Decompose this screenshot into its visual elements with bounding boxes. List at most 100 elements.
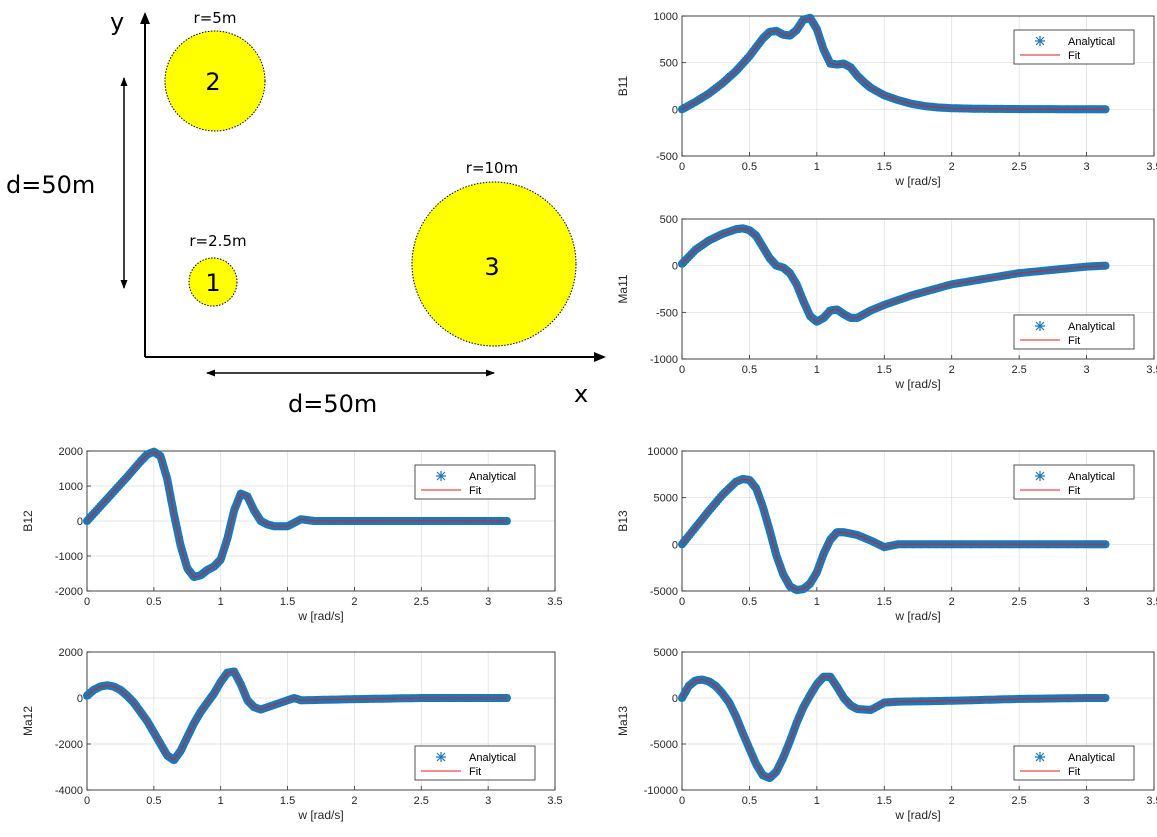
b12-legend-fit: Fit [469,485,481,497]
b11-legend-fit: Fit [1068,50,1080,62]
b13-ylabel: B13 [616,510,630,532]
ma11-axes-frame [681,218,1155,360]
body-1-number: 1 [205,269,220,297]
b11-axes-frame [681,15,1155,157]
ma12-xlabel: w [rad/s] [297,808,343,822]
b11-legend-box [1013,29,1135,65]
ma12-xtick-label: 0 [84,795,90,807]
body-3-radius-label: r=10m [466,159,518,177]
body-2-radius-label: r=5m [194,9,237,27]
ma11-ylabel: Ma11 [616,274,630,303]
ma13-legend-fit: Fit [1068,766,1080,778]
ma11-ytick-label: -1000 [650,354,678,366]
ma12-legend: Analytical Fit [414,745,536,781]
ma12-xtick-label: 0.5 [146,795,161,807]
ma11-xtick-label: 2.5 [1011,364,1026,376]
ma13-legend-analytical: Analytical [1068,752,1115,764]
b12-legend-box [414,464,536,500]
b13-xtick-label: 2 [949,596,955,608]
b13-ytick-label: 5000 [654,493,678,505]
ma11-xlabel: w [rad/s] [894,377,940,391]
ma12-legend-fit: Fit [469,766,481,778]
ma12-xtick-label: 3.5 [547,795,562,807]
b11-xtick-label: 2 [949,161,955,173]
ma12-axes-frame [86,651,556,791]
b12-xtick-label: 3.5 [547,596,562,608]
b12-ytick-label: 2000 [59,446,83,458]
ma13-legend: Analytical Fit [1013,745,1135,781]
b12-ylabel: B12 [21,510,35,532]
b13-legend-star-icon [1035,471,1045,481]
horizontal-distance-label: d=50m [288,390,377,418]
plot-ma13: 0 0.5 1 1.5 2 2.5 3 3.5 -10000 -5000 0 5000 w [rad/s… [616,647,1157,822]
ma11-ytick-label: 500 [660,214,678,226]
ma13-ytick-label: -10000 [644,785,678,797]
ma13-ylabel: Ma13 [616,706,630,736]
vertical-distance-label: d=50m [6,171,95,199]
b11-ytick-label: 500 [660,58,678,70]
ma12-legend-analytical: Analytical [469,752,516,764]
b11-xtick-label: 2.5 [1011,161,1026,173]
ma13-xtick-label: 3 [1084,795,1090,807]
b13-axes-frame [681,450,1155,592]
b11-xtick-label: 0.5 [742,161,757,173]
b13-legend: Analytical Fit [1013,464,1135,500]
b13-fit-series [681,478,1106,591]
x-axis-label: x [574,380,588,408]
ma13-legend-box [1013,745,1135,781]
body-2: 2 r=5m [164,9,266,132]
b11-fit-series [681,17,1106,110]
ma13-ytick-label: -5000 [650,739,678,751]
ma13-legend-star-icon [1035,752,1045,762]
b11-legend: Analytical Fit [1013,29,1135,65]
b13-xtick-label: 2.5 [1011,596,1026,608]
ma13-xtick-label: 2 [949,795,955,807]
b13-xtick-label: 1.5 [877,596,892,608]
plot-ma12: 0 0.5 1 1.5 2 2.5 3 3.5 -4000 -2000 0 2000 w [rad/s]… [21,647,563,822]
schematic-diagram: y x d=50m d=50m 1 r=2.5m 2 r=5m 3 r=10m [6,8,606,418]
ma11-xtick-label: 1 [814,364,820,376]
ma13-fit-series [681,676,1106,779]
y-axis-label: y [110,8,124,36]
ma12-ytick-label: 2000 [59,647,83,659]
body-1: 1 r=2.5m [188,232,247,307]
ma13-xlabel: w [rad/s] [894,808,940,822]
b12-ytick-label: -2000 [55,586,83,598]
b13-ytick-label: 0 [672,539,678,551]
b12-xtick-label: 1.5 [280,596,295,608]
b12-xlabel: w [rad/s] [297,609,343,623]
b13-ytick-label: -5000 [650,586,678,598]
plot-ma11: 0 0.5 1 1.5 2 2.5 3 3.5 -1000 -500 0 500 w [rad/s] Ma… [616,214,1157,391]
ma11-xtick-label: 2 [949,364,955,376]
b11-xlabel: w [rad/s] [894,174,940,188]
ma12-xtick-label: 3 [485,795,491,807]
ma11-fit-series [681,227,1106,323]
ma13-xtick-label: 0.5 [742,795,757,807]
b12-ytick-label: -1000 [55,551,83,563]
b13-xlabel: w [rad/s] [894,609,940,623]
b12-legend-analytical: Analytical [469,471,516,483]
b11-xtick-label: 3.5 [1146,161,1157,173]
ma13-xtick-label: 0 [679,795,685,807]
b13-xtick-label: 3.5 [1146,596,1157,608]
b11-xtick-label: 1 [814,161,820,173]
body-3-circle [411,181,577,347]
body-3: 3 r=10m [411,159,577,347]
body-2-number: 2 [205,68,220,96]
ma12-ylabel: Ma12 [21,706,35,736]
ma12-fit-series [86,670,507,761]
b12-xtick-label: 2.5 [414,596,429,608]
b12-fit-series [86,451,507,578]
ma13-xtick-label: 3.5 [1146,795,1157,807]
b11-ytick-label: -500 [656,151,678,163]
ma12-legend-star-icon [436,752,446,762]
ma13-xtick-label: 2.5 [1011,795,1026,807]
ma11-legend-fit: Fit [1068,335,1080,347]
ma11-ytick-label: 0 [672,261,678,273]
ma11-legend-analytical: Analytical [1068,321,1115,333]
ma11-legend: Analytical Fit [1013,314,1135,350]
b11-legend-analytical: Analytical [1068,36,1115,48]
b11-legend-star-icon [1035,36,1045,46]
